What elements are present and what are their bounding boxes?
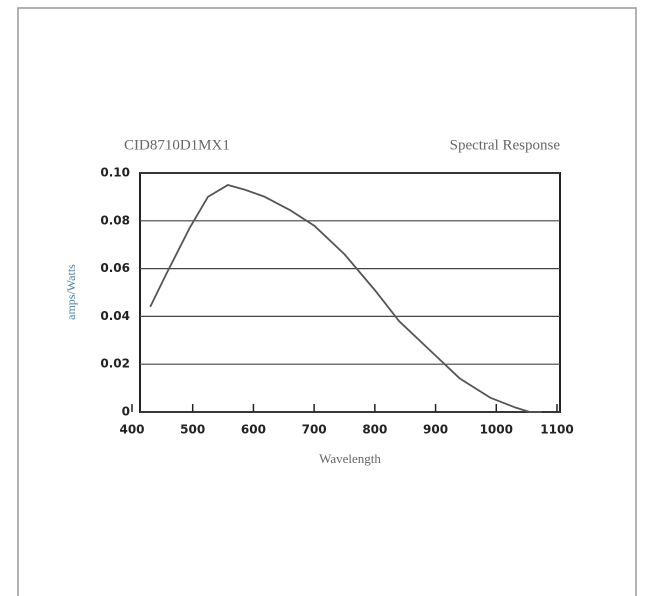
y-tick-label: 0.10 [100,166,130,180]
x-tick-label: 1000 [480,423,513,437]
x-tick-label: 800 [362,423,387,437]
y-tick-label: 0.06 [100,261,130,275]
x-tick-label: 600 [241,423,266,437]
y-tick-label: 0.02 [100,357,130,371]
y-tick-label: 0.04 [100,309,130,323]
chart-title: CID8710D1MX1 [124,137,230,153]
x-axis-label: Wavelength [319,451,381,466]
x-tick-label: 500 [180,423,205,437]
y-tick-label: 0.08 [100,213,130,227]
x-tick-label: 1100 [540,423,573,437]
data-line [149,184,542,413]
plot-frame [139,172,561,413]
y-tick-label: 0 [122,405,130,419]
y-axis-label: amps/Watts [64,264,78,320]
x-tick-label: 400 [119,423,144,437]
x-tick-label: 700 [302,423,327,437]
page-frame [17,7,637,596]
x-tick-label: 900 [423,423,448,437]
chart-subtitle: Spectral Response [450,137,561,153]
